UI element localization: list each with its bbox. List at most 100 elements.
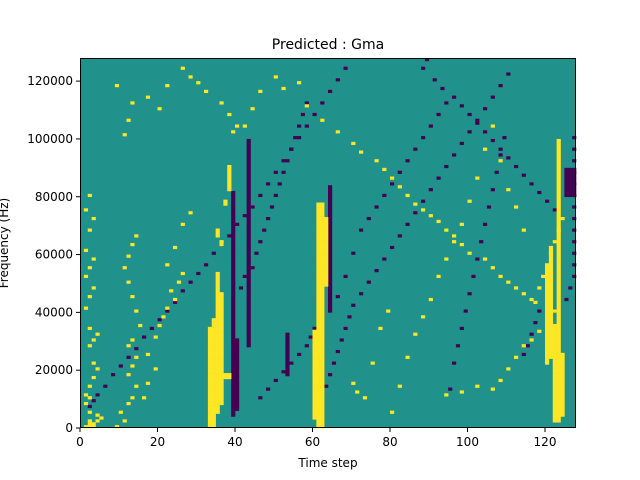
heatmap-cell-high <box>320 274 325 278</box>
heatmap-cell-low <box>285 370 290 374</box>
heatmap-cell-low <box>289 361 294 365</box>
heatmap-cell-high <box>556 349 561 354</box>
heatmap-cell-high <box>161 315 166 319</box>
heatmap-cell-low <box>467 292 472 296</box>
heatmap-cell-low <box>328 251 333 255</box>
heatmap-cell-low <box>231 240 236 244</box>
heatmap-cell-high <box>215 300 220 304</box>
heatmap-cell-high <box>556 243 561 247</box>
heatmap-cell-high <box>556 248 561 252</box>
heatmap-cell-high <box>227 375 232 380</box>
heatmap-cell-low <box>231 274 236 278</box>
heatmap-cell-high <box>421 315 426 319</box>
heatmap-cell-high <box>207 407 213 411</box>
heatmap-cell-low <box>490 95 495 99</box>
heatmap-cell-high <box>320 271 325 276</box>
y-tick-label: 20000 <box>35 363 73 377</box>
heatmap-cell-low <box>339 338 344 342</box>
heatmap-cell-high <box>552 387 557 391</box>
heatmap-cell-low <box>235 401 240 406</box>
heatmap-cell-high <box>320 332 325 336</box>
heatmap-cell-low <box>91 399 96 403</box>
heatmap-cell-low <box>246 188 251 192</box>
heatmap-cell-high <box>316 326 321 331</box>
heatmap-cell-low <box>328 222 333 226</box>
heatmap-cell-high <box>316 237 321 241</box>
heatmap-cell-high <box>545 332 550 336</box>
heatmap-cell-high <box>215 378 220 383</box>
heatmap-cell-low <box>246 303 251 307</box>
heatmap-cell-high <box>316 332 321 336</box>
heatmap-cell-low <box>328 266 333 270</box>
heatmap-cell-high <box>556 170 561 174</box>
heatmap-cell-high <box>545 315 550 319</box>
heatmap-cell-low <box>285 364 290 368</box>
heatmap-cell-high <box>320 222 325 226</box>
heatmap-cell-high <box>219 384 224 388</box>
heatmap-cell-high <box>312 399 317 403</box>
heatmap-cell-low <box>246 141 251 146</box>
heatmap-cell-low <box>235 358 240 362</box>
heatmap-cell-high <box>556 292 561 296</box>
heatmap-cell-high <box>215 384 220 388</box>
heatmap-cell-low <box>285 355 290 359</box>
y-axis-label: Frequency (Hz) <box>0 198 11 289</box>
heatmap-cell-high <box>173 245 178 250</box>
heatmap-cell-high <box>316 222 321 226</box>
heatmap-cell-high <box>552 332 557 336</box>
heatmap-cell-low <box>231 401 236 406</box>
heatmap-cell-high <box>211 413 216 417</box>
heatmap-cell-high <box>211 367 216 371</box>
heatmap-cell-high <box>211 349 216 354</box>
heatmap-cell-high <box>118 410 123 414</box>
heatmap-cell-high <box>324 216 329 221</box>
heatmap-cell-low <box>235 404 240 409</box>
heatmap-cell-high <box>207 352 213 357</box>
heatmap-cell-low <box>564 176 569 180</box>
heatmap-cell-high <box>397 384 402 388</box>
heatmap-cell-low <box>328 286 333 290</box>
heatmap-cell-high <box>320 309 325 313</box>
heatmap-cell-high <box>219 358 224 362</box>
heatmap-cell-low <box>304 344 309 348</box>
heatmap-cell-high <box>211 332 216 336</box>
heatmap-cell-high <box>219 306 224 310</box>
heatmap-cell-low <box>436 176 441 180</box>
heatmap-cell-high <box>483 257 488 261</box>
heatmap-cell-low <box>514 164 519 169</box>
heatmap-cell-low <box>188 280 193 284</box>
heatmap-cell-high <box>548 289 554 293</box>
heatmap-cell-high <box>552 393 557 397</box>
heatmap-cell-low <box>285 332 290 336</box>
heatmap-cell-low <box>572 274 577 278</box>
heatmap-cell-high <box>207 349 213 354</box>
heatmap-cell-low <box>285 373 290 377</box>
heatmap-cell-low <box>231 286 236 290</box>
heatmap-cell-low <box>328 309 333 313</box>
heatmap-cell-low <box>572 188 577 192</box>
heatmap-cell-high <box>545 269 550 273</box>
heatmap-cell-high <box>548 283 554 287</box>
x-tick-label: 40 <box>227 435 242 449</box>
heatmap-cell-high <box>320 329 325 333</box>
heatmap-cell-high <box>320 318 325 322</box>
heatmap-cell-low <box>235 384 240 388</box>
heatmap-cell-low <box>502 136 507 140</box>
heatmap-cell-high <box>316 243 321 247</box>
heatmap-cell-high <box>219 367 224 371</box>
heatmap-cell-low <box>382 193 387 198</box>
heatmap-cell-low <box>235 393 240 397</box>
heatmap-cell-high <box>324 240 329 244</box>
heatmap-cell-low <box>359 292 364 296</box>
heatmap-cell-low <box>572 173 577 177</box>
heatmap-cell-low <box>572 159 577 163</box>
heatmap-cell-low <box>231 260 236 264</box>
heatmap-cell-high <box>548 332 554 336</box>
heatmap-cell-high <box>548 277 554 281</box>
heatmap-cell-low <box>246 326 251 331</box>
heatmap-cell-high <box>207 425 213 429</box>
x-tick-label: 20 <box>150 435 165 449</box>
heatmap-cell-low <box>231 378 236 383</box>
heatmap-cell-high <box>545 289 550 293</box>
heatmap-cell-high <box>207 332 213 336</box>
